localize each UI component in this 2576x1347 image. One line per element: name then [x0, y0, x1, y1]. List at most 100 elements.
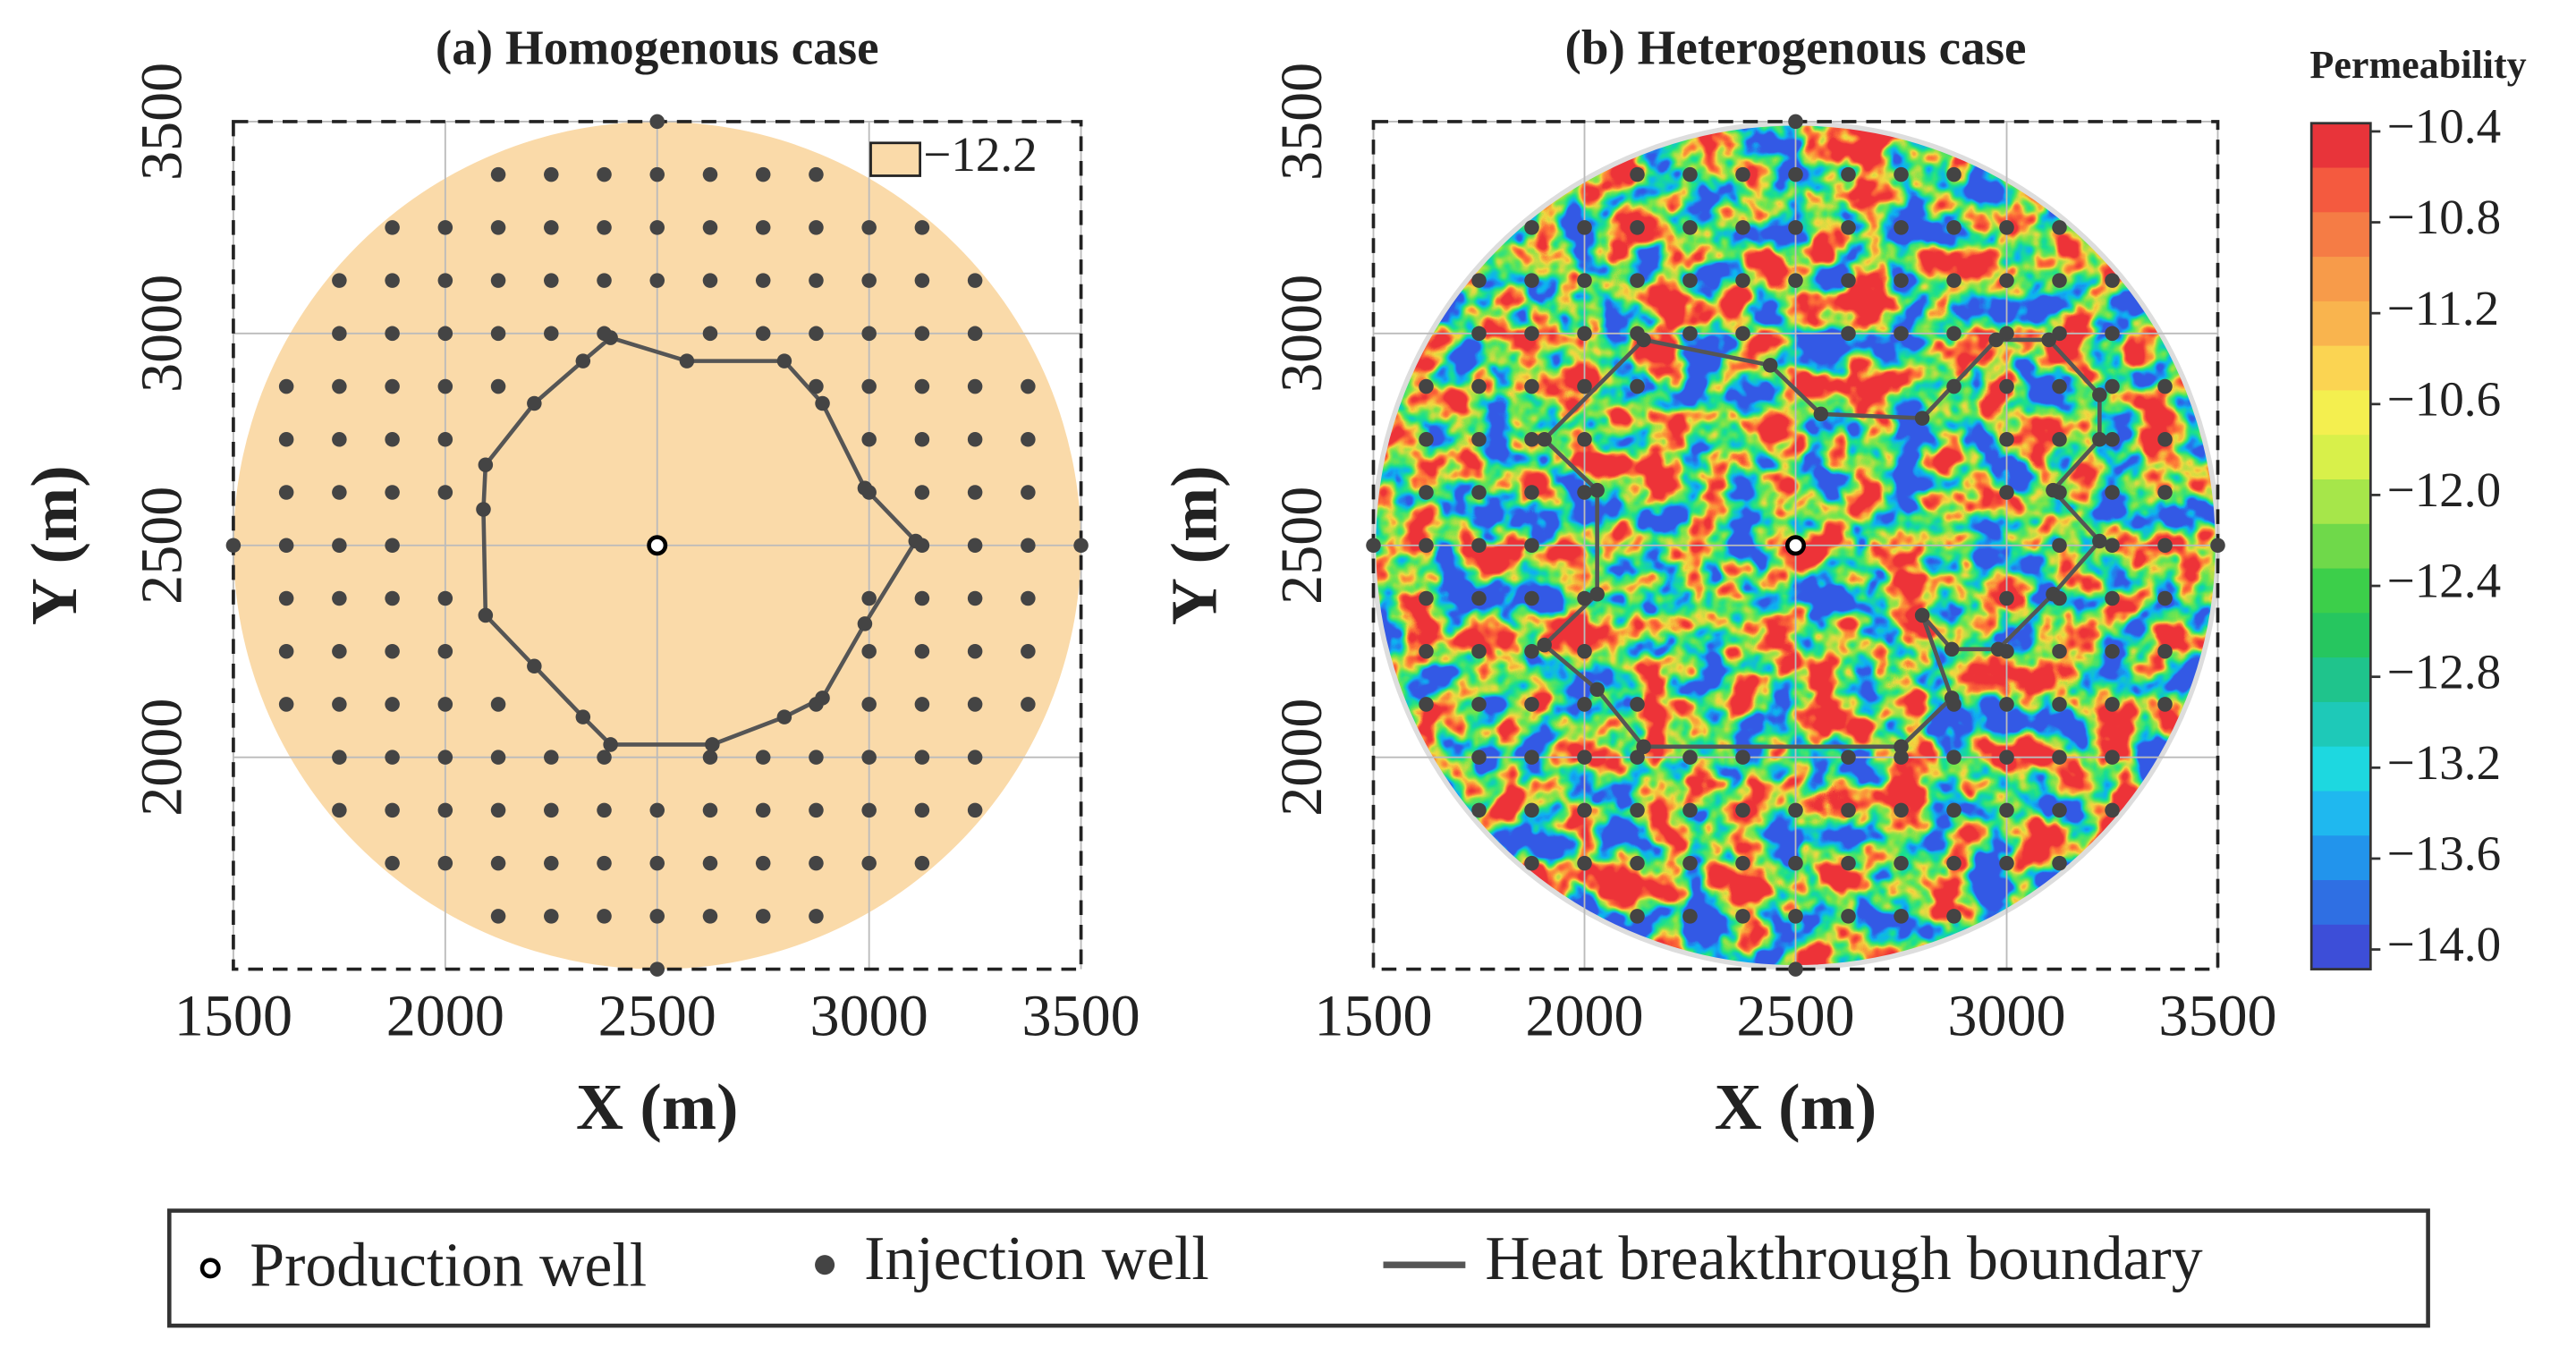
injection-well — [2052, 643, 2067, 659]
injection-well — [2052, 378, 2067, 394]
x-tick-label: 2000 — [1525, 984, 1643, 1049]
injection-well — [1999, 273, 2014, 288]
injection-well — [649, 855, 665, 871]
injection-well — [385, 220, 400, 235]
injection-well — [702, 273, 718, 288]
injection-well — [385, 590, 400, 606]
injection-well — [914, 697, 930, 712]
colorbar-band — [2311, 880, 2371, 926]
colorbar-band — [2311, 435, 2371, 480]
injection-well — [914, 432, 930, 447]
injection-well — [1419, 697, 1434, 712]
injection-well — [2105, 432, 2120, 447]
injection-well — [385, 273, 400, 288]
injection-well — [1021, 643, 1036, 659]
injection-well — [755, 909, 771, 924]
injection-well — [1419, 485, 1434, 500]
boundary-well — [1914, 411, 1930, 426]
injection-well — [1682, 326, 1698, 342]
injection-well — [861, 273, 877, 288]
injection-well — [385, 378, 400, 394]
injection-well — [278, 697, 294, 712]
injection-well — [1524, 855, 1539, 871]
injection-well — [1735, 166, 1750, 182]
injection-well — [2210, 538, 2225, 554]
injection-well — [278, 378, 294, 394]
colorbar-band — [2311, 123, 2371, 169]
injection-well — [597, 326, 612, 342]
legend-label: −12.2 — [923, 127, 1037, 182]
injection-well — [809, 750, 824, 765]
injection-well — [437, 326, 453, 342]
colorbar-label: −10.8 — [2387, 190, 2501, 244]
injection-well — [1471, 590, 1487, 606]
injection-well — [1471, 432, 1487, 447]
injection-well — [1841, 909, 1856, 924]
boundary-well — [478, 457, 494, 472]
x-tick-label: 3500 — [1021, 984, 1140, 1049]
injection-well — [597, 220, 612, 235]
y-tick-label: 2000 — [130, 699, 195, 817]
injection-well — [385, 432, 400, 447]
boundary-well — [527, 658, 542, 674]
injection-well — [809, 273, 824, 288]
injection-well — [1577, 697, 1592, 712]
injection-well — [861, 485, 877, 500]
injection-well — [914, 273, 930, 288]
injection-well — [2052, 802, 2067, 818]
injection-well — [1682, 802, 1698, 818]
colorbar-band — [2311, 167, 2371, 214]
injection-well — [1021, 432, 1036, 447]
boundary-well — [476, 502, 491, 517]
injection-well — [967, 697, 983, 712]
injection-well — [1788, 909, 1803, 924]
injection-well — [1735, 273, 1750, 288]
injection-well — [1524, 590, 1539, 606]
boundary-well — [1589, 682, 1605, 698]
x-axis-label: X (m) — [576, 1071, 739, 1143]
injection-well — [332, 485, 347, 500]
injection-well — [1630, 378, 1645, 394]
injection-well — [1999, 697, 2014, 712]
injection-well — [385, 855, 400, 871]
colorbar-band — [2311, 568, 2371, 614]
injection-well — [1524, 220, 1539, 235]
injection-well — [809, 855, 824, 871]
injection-well — [702, 220, 718, 235]
injection-well — [1682, 855, 1698, 871]
injection-well — [2105, 750, 2120, 765]
colorbar-band — [2311, 791, 2371, 837]
injection-well — [2052, 220, 2067, 235]
injection-well — [332, 273, 347, 288]
injection-well — [1630, 909, 1645, 924]
colorbar-band — [2311, 345, 2371, 392]
x-tick-label: 2000 — [386, 984, 504, 1049]
injection-well — [1630, 750, 1645, 765]
injection-well — [649, 220, 665, 235]
injection-well — [332, 643, 347, 659]
injection-well — [1471, 326, 1487, 342]
injection-well — [755, 802, 771, 818]
boundary-well — [575, 353, 591, 369]
injection-well — [809, 802, 824, 818]
injection-well — [490, 750, 506, 765]
colorbar-label: −11.2 — [2387, 281, 2499, 335]
injection-well — [1735, 909, 1750, 924]
boundary-well — [575, 709, 591, 724]
injection-well — [1630, 855, 1645, 871]
colorbar-band — [2311, 613, 2371, 659]
injection-well — [1946, 750, 1962, 765]
injection-well — [967, 273, 983, 288]
injection-well — [1841, 273, 1856, 288]
injection-well — [1524, 326, 1539, 342]
injection-well — [702, 802, 718, 818]
injection-well — [385, 802, 400, 818]
x-tick-label: 2500 — [598, 984, 716, 1049]
injection-well — [278, 643, 294, 659]
injection-well — [1999, 485, 2014, 500]
injection-well — [437, 802, 453, 818]
injection-well — [1894, 750, 1909, 765]
injection-well — [2052, 273, 2067, 288]
colorbar-label: −10.4 — [2387, 99, 2501, 154]
injection-well — [2105, 643, 2120, 659]
